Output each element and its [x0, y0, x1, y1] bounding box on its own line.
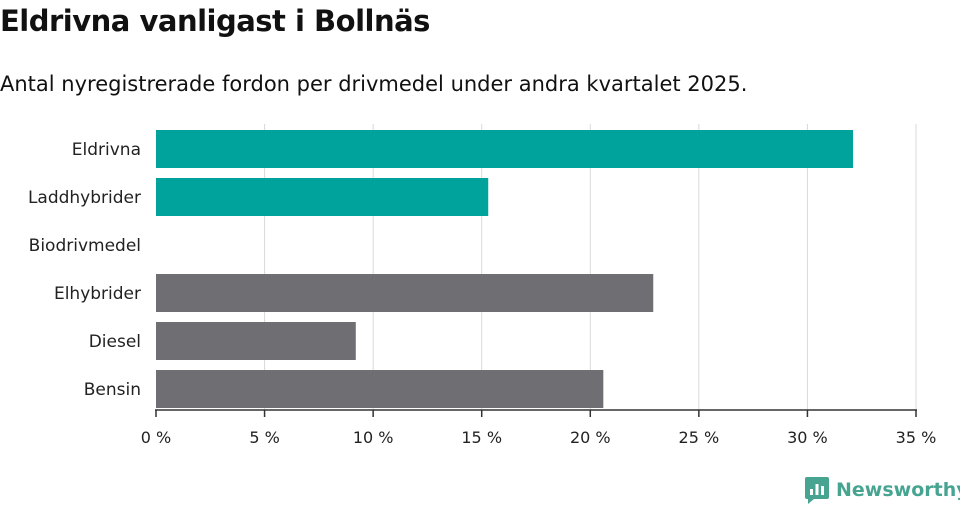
bar-bensin	[156, 370, 604, 408]
x-tick-label: 15 %	[461, 428, 502, 447]
category-label: Biodrivmedel	[29, 236, 141, 256]
bars	[156, 130, 854, 408]
bar-eldrivna	[156, 130, 854, 168]
chart-title: Eldrivna vanligast i Bollnäs	[0, 4, 430, 38]
x-tick-label: 30 %	[787, 428, 828, 447]
x-tick-label: 10 %	[353, 428, 394, 447]
category-label: Diesel	[89, 332, 141, 352]
category-label: Bensin	[84, 380, 141, 400]
category-label: Eldrivna	[72, 140, 141, 160]
newsworthy-logo: Newsworthy	[804, 475, 960, 505]
newsworthy-logo-text: Newsworthy	[836, 479, 960, 501]
newsworthy-logo-icon	[805, 477, 829, 504]
bar-chart: Eldrivna Laddhybrider Biodrivmedel Elhybrid…	[28, 124, 937, 447]
x-tick-label: 5 %	[249, 428, 279, 447]
category-label: Elhybrider	[54, 284, 141, 304]
x-tick-label: 35 %	[896, 428, 937, 447]
category-labels: Eldrivna Laddhybrider Biodrivmedel Elhybrid…	[28, 140, 141, 400]
bar-laddhybrider	[156, 178, 489, 216]
grid-lines	[264, 124, 917, 410]
x-tick-label: 25 %	[679, 428, 720, 447]
x-axis: 0 % 5 % 10 % 15 % 20 % 25 % 30 % 35 %	[141, 409, 937, 447]
bar-elhybrider	[156, 274, 654, 312]
chart-subtitle: Antal nyregistrerade fordon per drivmede…	[0, 72, 748, 96]
category-label: Laddhybrider	[28, 188, 141, 208]
x-tick-label: 0 %	[141, 428, 171, 447]
bar-diesel	[156, 322, 356, 360]
x-tick-label: 20 %	[570, 428, 611, 447]
